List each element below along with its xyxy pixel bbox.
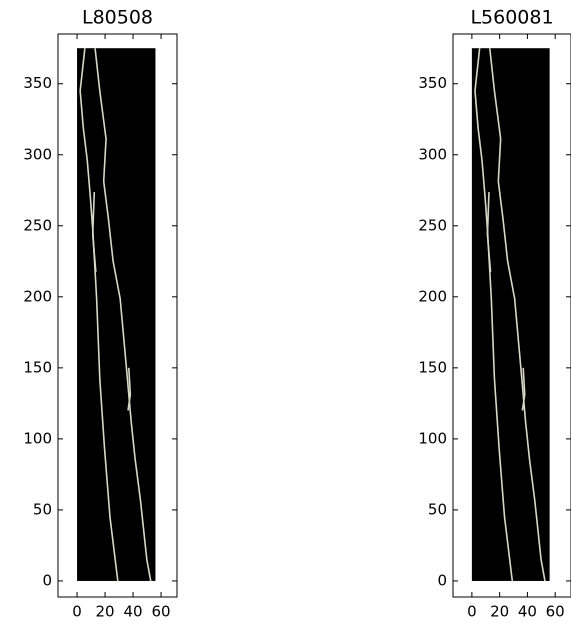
x-tick-label: 0 — [467, 603, 477, 621]
axes-frame — [57, 33, 178, 598]
y-tick-label: 150 — [418, 358, 447, 376]
y-tick-label: 350 — [23, 74, 52, 92]
y-tick-label: 0 — [42, 571, 52, 589]
x-tick-label: 20 — [490, 603, 509, 621]
x-tick-label: 0 — [72, 603, 82, 621]
y-tick-label: 200 — [418, 287, 447, 305]
y-tick-label: 0 — [437, 571, 447, 589]
y-tick-label: 200 — [23, 287, 52, 305]
x-tick-label: 40 — [518, 603, 537, 621]
axes-frame — [452, 33, 571, 598]
panel: 0 50 100 150 200 250 300 350 0 20 40 60 L560081 — [418, 7, 571, 621]
x-tick-label: 20 — [95, 603, 114, 621]
edge-trace — [91, 192, 97, 273]
y-tick-label: 50 — [33, 500, 52, 518]
image — [77, 48, 156, 581]
y-tick-label: 50 — [428, 500, 447, 518]
chart-title: L560081 — [470, 7, 553, 29]
y-tick-label: 250 — [23, 216, 52, 234]
panel: 0 50 100 150 200 250 300 350 0 20 40 60 L80508 — [23, 7, 178, 621]
y-tick-label: 250 — [418, 216, 447, 234]
edge-trace — [521, 367, 526, 411]
y-tick-label: 300 — [418, 145, 447, 163]
chart-title: L80508 — [82, 7, 153, 29]
y-tick-label: 100 — [23, 429, 52, 447]
edge-trace — [127, 367, 132, 411]
y-tick-label: 350 — [418, 74, 447, 92]
x-tick-label: 40 — [123, 603, 142, 621]
x-tick-label: 60 — [151, 603, 170, 621]
y-tick-label: 150 — [23, 358, 52, 376]
y-tick-label: 300 — [23, 145, 52, 163]
edge-trace — [486, 192, 492, 273]
y-tick-label: 100 — [418, 429, 447, 447]
image — [471, 48, 550, 581]
x-tick-label: 60 — [546, 603, 565, 621]
edge-trace — [94, 48, 152, 582]
edge-trace — [488, 48, 546, 582]
